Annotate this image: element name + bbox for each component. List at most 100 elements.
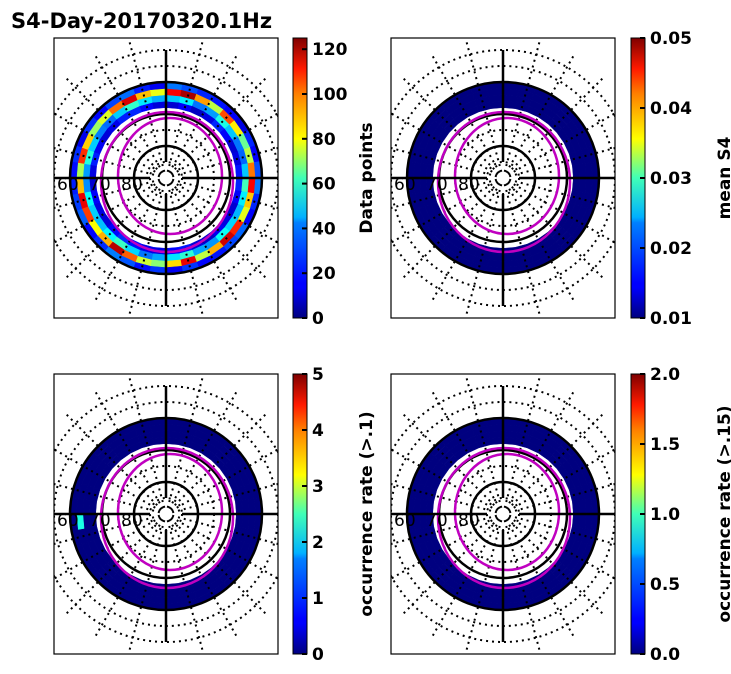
dotted-mlt-spoke: [127, 374, 166, 509]
auroral-oval-inner: [116, 452, 224, 572]
dotted-mlt-spoke: [127, 519, 166, 654]
dotted-mlt-spoke: [168, 183, 239, 304]
dotted-mlt-spoke: [63, 75, 163, 175]
panel-1: 60 70 80 0 20 40 60 80 100 120 Data points: [53, 37, 377, 329]
lat-label-70: 70: [426, 511, 448, 531]
lat-label-80: 80: [121, 175, 143, 195]
colorbar-tick-label: 2: [312, 533, 324, 553]
colorbar: [292, 373, 308, 655]
dotted-mlt-spoke: [505, 519, 576, 640]
colorbar-tick-label: 0: [312, 645, 324, 665]
dotted-mlt-spoke: [54, 112, 161, 176]
dotted-mlt-spoke: [169, 517, 269, 617]
colorbar-tick-label: 60: [312, 175, 336, 195]
dotted-lat-ring: [486, 497, 520, 531]
dotted-mlt-spoke: [391, 516, 498, 580]
colorbar-tick-label: 0.03: [650, 169, 692, 189]
dotted-mlt-spoke: [503, 183, 542, 318]
dotted-mlt-spoke: [169, 411, 269, 511]
colorbar-tick-label: 0.05: [650, 29, 692, 49]
dotted-lat-ring: [149, 497, 183, 531]
colorbar-label: Data points: [357, 122, 377, 233]
lat-label-60: 60: [57, 511, 79, 531]
dotted-mlt-spoke: [400, 181, 500, 281]
colorbar-tick-label: 0.04: [650, 99, 692, 119]
dotted-mlt-spoke: [93, 52, 164, 173]
dotted-mlt-spoke: [506, 517, 606, 617]
panel-3: 60 70 80 0 1 2 3 4 5 occurrence rate (>.1): [53, 365, 377, 665]
dotted-mlt-spoke: [506, 75, 606, 175]
dotted-mlt-spoke: [400, 411, 500, 511]
dotted-mlt-spoke: [508, 516, 615, 580]
dotted-mlt-spoke: [93, 388, 164, 509]
lat-label-60: 60: [394, 511, 416, 531]
dotted-mlt-spoke: [171, 448, 278, 512]
dotted-mlt-spoke: [54, 516, 161, 580]
dotted-mlt-spoke: [430, 52, 501, 173]
dotted-mlt-spoke: [169, 181, 269, 281]
colorbar-label: occurrence rate (>.1): [357, 411, 377, 616]
dotted-mlt-spoke: [93, 183, 164, 304]
dotted-mlt-spoke: [503, 519, 542, 654]
polar-plot: 60 70 80: [391, 38, 615, 318]
dotted-mlt-spoke: [168, 52, 239, 173]
auroral-oval-inner: [116, 116, 224, 236]
colorbar-tick-label: 80: [312, 130, 336, 150]
panel-4: 60 70 80 0.0 0.5 1.0 1.5 2.0 occurrence rate (>.…: [390, 365, 731, 665]
dotted-mlt-spoke: [169, 75, 269, 175]
dotted-mlt-spoke: [54, 448, 161, 512]
dotted-mlt-spoke: [166, 374, 205, 509]
polar-plot: 60 70 80: [54, 38, 278, 318]
polar-plot: 60 70 80: [391, 374, 615, 654]
lat-label-70: 70: [426, 175, 448, 195]
dotted-mlt-spoke: [171, 180, 278, 244]
dotted-mlt-spoke: [391, 180, 498, 244]
lat-label-70: 70: [89, 511, 111, 531]
colorbar-tick-label: 5: [312, 365, 324, 385]
dotted-mlt-spoke: [430, 519, 501, 640]
colorbar: [292, 37, 308, 319]
lat-label-60: 60: [57, 175, 79, 195]
dotted-mlt-spoke: [166, 183, 205, 318]
auroral-oval-inner: [453, 452, 561, 572]
dotted-mlt-spoke: [503, 38, 542, 173]
dotted-mlt-spoke: [400, 75, 500, 175]
dotted-mlt-spoke: [506, 411, 606, 511]
colorbar-tick-label: 40: [312, 219, 336, 239]
colorbar-tick-label: 20: [312, 264, 336, 284]
colorbar-label: occurrence rate (>.15): [715, 405, 731, 622]
colorbar-tick-label: 1.0: [650, 505, 680, 525]
lat-label-80: 80: [121, 511, 143, 531]
dotted-mlt-spoke: [508, 112, 615, 176]
dotted-mlt-spoke: [430, 388, 501, 509]
dotted-mlt-spoke: [391, 112, 498, 176]
axes-frame: [390, 37, 616, 319]
dotted-mlt-spoke: [505, 183, 576, 304]
dotted-mlt-spoke: [464, 519, 503, 654]
dotted-mlt-spoke: [63, 181, 163, 281]
colorbar-tick-label: 120: [312, 40, 348, 60]
axes-frame: [390, 373, 616, 655]
colorbar-tick-label: 3: [312, 477, 324, 497]
axes-frame: [53, 373, 279, 655]
colorbar-tick-label: 0.02: [650, 239, 692, 259]
dotted-mlt-spoke: [171, 112, 278, 176]
dotted-mlt-spoke: [168, 519, 239, 640]
dotted-mlt-spoke: [166, 519, 205, 654]
dotted-mlt-spoke: [506, 181, 606, 281]
dotted-mlt-spoke: [430, 183, 501, 304]
colorbar-tick-label: 0.5: [650, 575, 680, 595]
dotted-mlt-spoke: [171, 516, 278, 580]
colorbar-tick-label: 100: [312, 85, 348, 105]
dotted-mlt-spoke: [508, 448, 615, 512]
auroral-oval-inner: [453, 116, 561, 236]
colorbar-tick-label: 0: [312, 309, 324, 329]
colorbar-label: mean S4: [715, 136, 731, 219]
dotted-mlt-spoke: [464, 374, 503, 509]
panel-2: 60 70 80 0.01 0.02 0.03 0.04 0.05 mean S4: [390, 29, 731, 329]
dotted-mlt-spoke: [505, 388, 576, 509]
dotted-mlt-spoke: [63, 411, 163, 511]
dotted-mlt-spoke: [166, 38, 205, 173]
dotted-lat-ring: [486, 161, 520, 195]
